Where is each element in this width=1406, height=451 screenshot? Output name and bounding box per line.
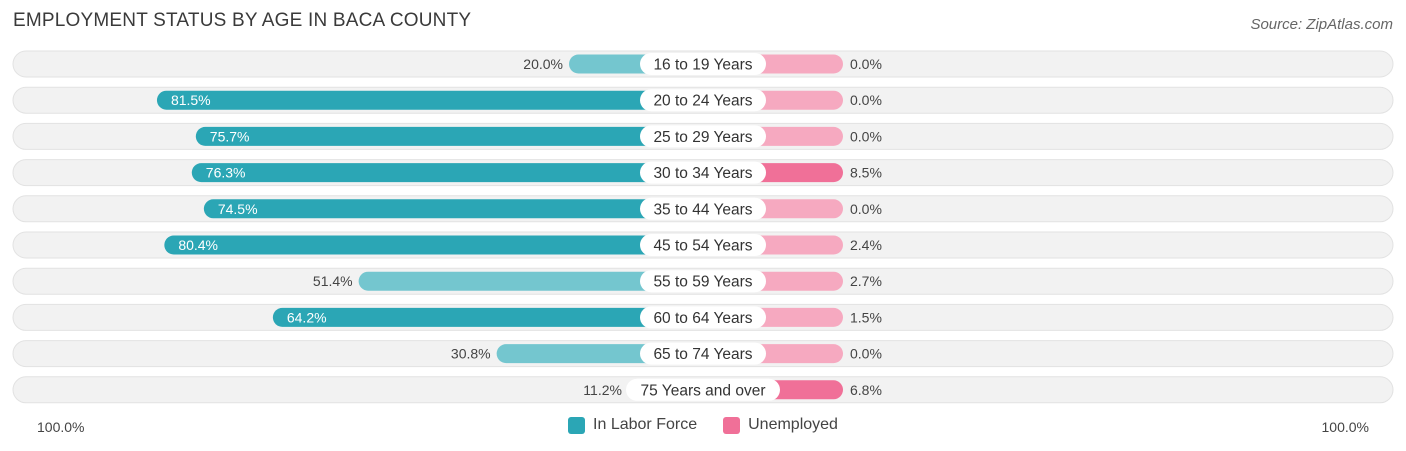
value-label-in-labor-force: 75.7% bbox=[210, 128, 250, 144]
category-label: 16 to 19 Years bbox=[653, 57, 752, 74]
bar-in-labor-force bbox=[164, 235, 703, 255]
bar-in-labor-force bbox=[191, 163, 704, 183]
value-label-unemployed: 2.4% bbox=[850, 237, 882, 253]
value-label-in-labor-force: 64.2% bbox=[287, 309, 327, 325]
legend-item-in-labor-force[interactable]: In Labor Force bbox=[568, 416, 697, 434]
value-label-unemployed: 0.0% bbox=[850, 201, 882, 217]
value-label-in-labor-force: 11.2% bbox=[583, 382, 622, 398]
axis-right-label: 100.0% bbox=[1321, 419, 1369, 435]
bar-in-labor-force bbox=[358, 271, 703, 291]
bar-in-labor-force bbox=[272, 307, 703, 327]
category-label-background bbox=[640, 270, 766, 293]
value-label-unemployed: 0.0% bbox=[850, 346, 882, 362]
value-label-in-labor-force: 80.4% bbox=[178, 237, 218, 253]
value-label-in-labor-force: 81.5% bbox=[171, 92, 211, 108]
chart-title: EMPLOYMENT STATUS BY AGE IN BACA COUNTY bbox=[13, 10, 472, 31]
category-label-background bbox=[640, 234, 766, 256]
category-label: 45 to 54 Years bbox=[653, 238, 752, 255]
value-label-unemployed: 0.0% bbox=[850, 56, 882, 72]
category-label: 25 to 29 Years bbox=[653, 129, 752, 146]
legend-label-in-labor-force: In Labor Force bbox=[593, 416, 698, 433]
value-label-in-labor-force: 51.4% bbox=[313, 273, 353, 289]
legend-swatch-in-labor-force bbox=[568, 416, 586, 434]
axis-left-label: 100.0% bbox=[37, 419, 85, 435]
category-label-background bbox=[640, 53, 766, 75]
category-label-background bbox=[626, 378, 780, 401]
bar-in-labor-force bbox=[195, 126, 703, 146]
value-label-unemployed: 6.8% bbox=[850, 382, 882, 398]
value-label-unemployed: 0.0% bbox=[850, 92, 882, 108]
category-label: 35 to 44 Years bbox=[653, 201, 752, 218]
source-label: Source: ZipAtlas.com bbox=[1250, 16, 1393, 33]
bar-in-labor-force bbox=[156, 90, 703, 110]
legend-item-unemployed[interactable]: Unemployed bbox=[723, 416, 838, 434]
category-label: 75 Years and over bbox=[641, 382, 766, 399]
category-label-background bbox=[640, 89, 766, 112]
value-label-in-labor-force: 74.5% bbox=[218, 201, 258, 217]
category-label-background bbox=[640, 125, 766, 148]
value-label-in-labor-force: 20.0% bbox=[523, 56, 563, 72]
category-label-background bbox=[640, 197, 766, 220]
legend-label-unemployed: Unemployed bbox=[748, 416, 838, 433]
category-label-background bbox=[640, 161, 766, 184]
legend-swatch-unemployed bbox=[723, 416, 741, 434]
category-label: 60 to 64 Years bbox=[653, 310, 752, 327]
category-label-background bbox=[640, 306, 766, 329]
value-label-in-labor-force: 30.8% bbox=[451, 346, 491, 362]
value-label-unemployed: 1.5% bbox=[850, 309, 882, 325]
value-label-unemployed: 8.5% bbox=[850, 165, 882, 181]
value-label-in-labor-force: 76.3% bbox=[206, 165, 246, 181]
category-label-background bbox=[640, 342, 766, 365]
category-label: 30 to 34 Years bbox=[653, 165, 752, 182]
category-label: 20 to 24 Years bbox=[653, 93, 752, 110]
value-label-unemployed: 2.7% bbox=[850, 273, 882, 289]
value-label-unemployed: 0.0% bbox=[850, 128, 882, 144]
bar-in-labor-force bbox=[203, 199, 703, 219]
category-label: 55 to 59 Years bbox=[653, 274, 752, 291]
category-label: 65 to 74 Years bbox=[653, 346, 752, 363]
legend: In Labor Force Unemployed bbox=[0, 416, 1406, 434]
